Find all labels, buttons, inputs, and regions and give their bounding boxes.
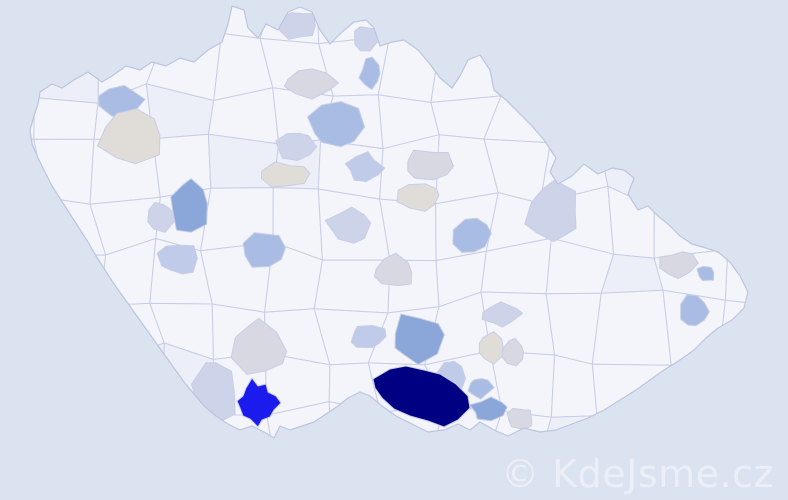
district-polygon-colored[interactable] bbox=[407, 149, 454, 181]
district-polygon-colored[interactable] bbox=[481, 301, 523, 328]
district-polygon-colored[interactable] bbox=[501, 337, 524, 367]
district-polygon-colored[interactable] bbox=[242, 232, 286, 268]
district-polygon-colored[interactable] bbox=[230, 317, 287, 375]
district-cesky-krumlov[interactable] bbox=[236, 377, 282, 428]
district-znojmo[interactable] bbox=[372, 365, 471, 428]
district-polygon-colored[interactable] bbox=[170, 178, 208, 233]
district-polygon[interactable] bbox=[545, 292, 602, 365]
district-polygon-colored[interactable] bbox=[260, 161, 311, 188]
district-polygon-colored[interactable] bbox=[659, 251, 699, 279]
district-polygon-colored[interactable] bbox=[373, 252, 413, 287]
district-polygon-colored[interactable] bbox=[396, 183, 440, 212]
district-polygon-colored[interactable] bbox=[350, 325, 387, 348]
district-polygon-colored[interactable] bbox=[358, 56, 381, 91]
district-polygon-colored[interactable] bbox=[469, 396, 508, 422]
district-polygon[interactable] bbox=[482, 410, 552, 468]
district-polygon-colored[interactable] bbox=[156, 244, 198, 275]
district-polygon-colored[interactable] bbox=[696, 266, 715, 282]
district-polygon-colored[interactable] bbox=[506, 407, 533, 431]
district-polygon-colored[interactable] bbox=[147, 201, 178, 233]
district-polygon-colored[interactable] bbox=[394, 313, 445, 365]
district-polygon-colored[interactable] bbox=[324, 206, 372, 244]
district-polygon[interactable] bbox=[591, 289, 672, 366]
district-polygon[interactable] bbox=[33, 97, 99, 140]
district-polygon-colored[interactable] bbox=[97, 108, 161, 165]
district-polygon-colored[interactable] bbox=[524, 179, 577, 243]
district-polygon-colored[interactable] bbox=[283, 68, 339, 100]
district-polygon-colored[interactable] bbox=[467, 378, 495, 400]
district-polygon-colored[interactable] bbox=[344, 151, 386, 183]
district-polygon[interactable] bbox=[550, 354, 598, 418]
district-polygon-colored[interactable] bbox=[307, 101, 366, 148]
country-border bbox=[29, 5, 749, 439]
district-polygon-colored[interactable] bbox=[478, 331, 504, 365]
district-polygon-colored[interactable] bbox=[275, 132, 318, 161]
district-polygon-colored[interactable] bbox=[680, 294, 710, 327]
district-polygon-colored[interactable] bbox=[452, 217, 492, 253]
